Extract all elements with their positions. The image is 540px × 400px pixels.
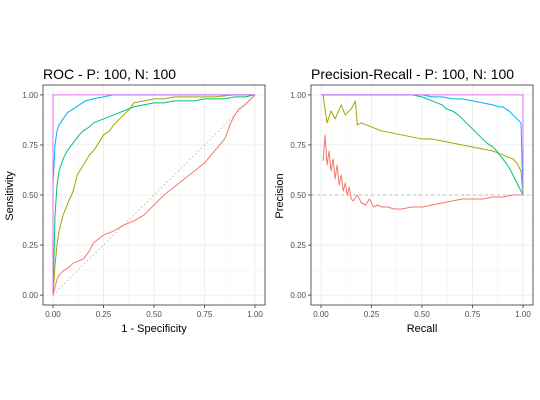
pr-x-tick-label: 1.00 (515, 310, 531, 319)
pr-title: Precision-Recall - P: 100, N: 100 (311, 66, 514, 82)
pr-x-tick-label: 0.75 (465, 310, 481, 319)
roc-plot-area: 0.00 0.00 0.25 0.25 0.50 0.50 0.75 0.75 1.00 1.00 (22, 84, 266, 319)
roc-panel: ROC - P: 100, N: 100 0.00 0.00 0.25 0.25 0.5… (4, 66, 266, 335)
pr-x-tick-label: 0.00 (313, 310, 329, 319)
roc-x-axis-label: 1 - Specificity (121, 323, 187, 335)
roc-x-tick-label: 0.75 (197, 310, 213, 319)
roc-y-tick-label: 0.50 (22, 191, 38, 200)
pr-x-tick-label: 0.50 (414, 310, 430, 319)
pr-y-tick-label: 0.50 (290, 191, 306, 200)
pr-x-tick-label: 0.25 (364, 310, 380, 319)
roc-x-tick-label: 0.50 (146, 310, 162, 319)
pr-panel: Precision-Recall - P: 100, N: 100 0.000.… (274, 66, 534, 335)
pr-y-tick-label: 0.25 (290, 241, 306, 250)
roc-series-line-5 (52, 94, 256, 296)
pr-series-line-1 (322, 134, 524, 210)
roc-series-line-2 (52, 94, 256, 296)
roc-series-line-1 (52, 94, 256, 296)
roc-y-tick-label: 0.25 (22, 241, 38, 250)
pr-plot-area: 0.00 0.00 0.25 0.25 0.50 0.50 0.75 0.75 1.00 1.00 (290, 84, 534, 319)
roc-y-tick-label: 1.00 (22, 91, 38, 100)
pr-y-tick-label: 1.00 (290, 91, 306, 100)
pr-y-tick-label: 0.75 (290, 141, 306, 150)
pr-y-axis-label: Precision (274, 173, 286, 218)
pr-y-tick-label: 0.00 (290, 291, 306, 300)
pr-x-axis-label: Recall (407, 323, 438, 335)
roc-y-tick-label: 0.00 (22, 291, 38, 300)
pr-series-line-5 (320, 94, 524, 195)
roc-x-tick-label: 0.00 (45, 310, 61, 319)
roc-y-axis-label: Sensitivity (4, 171, 16, 221)
roc-y-tick-label: 0.75 (22, 141, 38, 150)
roc-reference-diagonal (52, 94, 256, 296)
roc-x-tick-label: 1.00 (247, 310, 263, 319)
roc-x-tick-label: 0.25 (96, 310, 112, 319)
roc-title: ROC - P: 100, N: 100 (43, 66, 176, 82)
roc-series-line-3 (52, 94, 256, 296)
